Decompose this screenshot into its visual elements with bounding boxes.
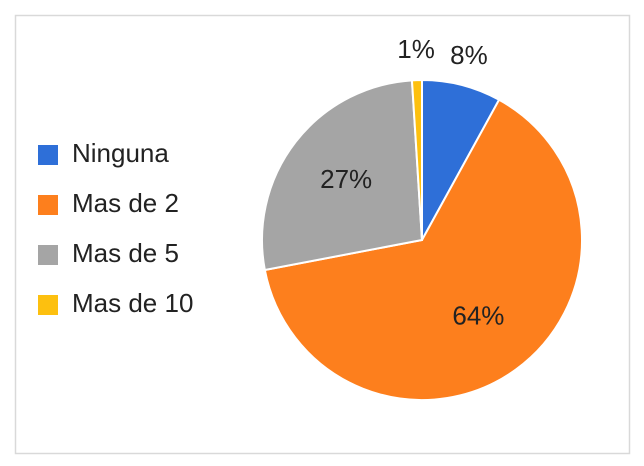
pie-slice xyxy=(410,78,423,241)
data-label: 8% xyxy=(450,40,488,70)
legend-swatch xyxy=(38,295,58,315)
pie-slice xyxy=(261,79,424,272)
data-label: 1% xyxy=(397,34,435,64)
pie-slice xyxy=(263,98,583,401)
data-label: 64% xyxy=(452,301,504,331)
legend-label: Mas de 10 xyxy=(72,288,193,318)
legend-label: Ninguna xyxy=(72,138,169,168)
legend-label: Mas de 2 xyxy=(72,188,179,218)
legend-swatch xyxy=(38,145,58,165)
legend-swatch xyxy=(38,195,58,215)
legend-swatch xyxy=(38,245,58,265)
legend-label: Mas de 5 xyxy=(72,238,179,268)
data-label: 27% xyxy=(320,164,372,194)
